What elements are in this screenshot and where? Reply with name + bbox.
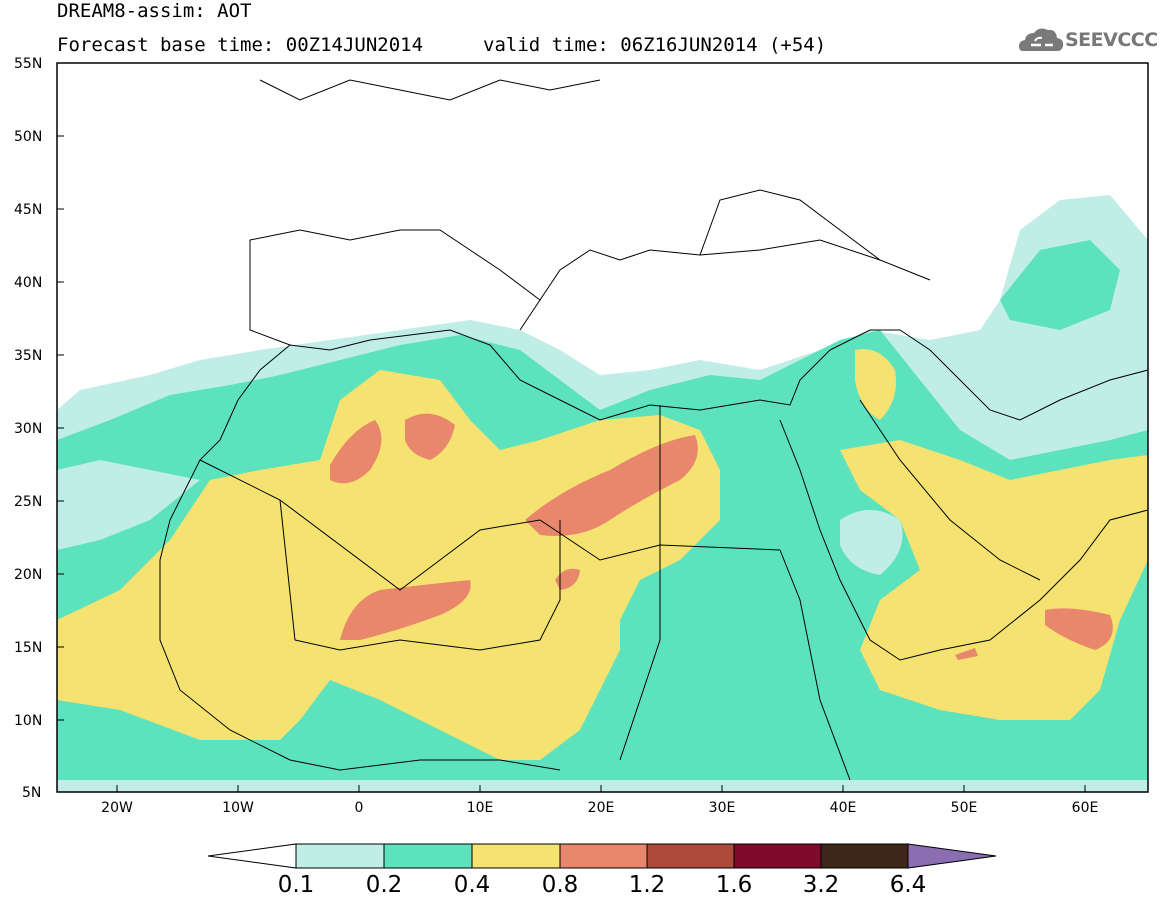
valid-time: valid time: 06Z16JUN2014 (+54)	[483, 34, 827, 56]
colorbar-label: 0.4	[453, 872, 491, 898]
colorbar-swatch	[907, 843, 997, 869]
country-border	[279, 499, 561, 651]
country-border	[619, 405, 661, 761]
lat-label: 40N	[14, 275, 43, 291]
colorbar-label: 1.6	[715, 872, 753, 898]
colorbar-label: 3.2	[802, 872, 840, 898]
aot-contour-0-8	[555, 568, 580, 590]
coastline	[237, 329, 1148, 421]
aot-contour-0-8	[1045, 608, 1113, 650]
coastline	[249, 229, 541, 301]
map-title: DREAM8-assim: AOT	[57, 0, 252, 22]
colorbar-swatch	[646, 843, 735, 869]
aot-contour-0-4	[840, 440, 1148, 720]
country-border	[779, 549, 851, 781]
colorbar-swatch	[383, 843, 473, 869]
aot-contour-0-8	[340, 580, 471, 640]
colorbar-swatch	[207, 843, 297, 869]
coastline	[779, 419, 1148, 661]
lat-label: 25N	[14, 494, 43, 510]
aot-contour-0-8	[405, 413, 455, 460]
lat-label: 35N	[14, 348, 43, 364]
lat-label: 45N	[14, 202, 43, 218]
coastline	[159, 399, 561, 771]
lon-label: 10E	[466, 800, 494, 816]
colorbar-swatch	[733, 843, 822, 869]
colorbar	[207, 843, 997, 869]
lat-label: 15N	[14, 640, 43, 656]
coastline	[259, 79, 601, 101]
lat-label: 10N	[14, 713, 43, 729]
colorbar-swatch	[559, 843, 648, 869]
aot-contour-0-8	[330, 420, 382, 484]
lat-label: 20N	[14, 567, 43, 583]
forecast-base-time: Forecast base time: 00Z14JUN2014	[57, 34, 424, 56]
lat-label: 50N	[14, 129, 43, 145]
country-border	[859, 399, 1041, 581]
colorbar-swatch	[471, 843, 561, 869]
lon-label: 0	[354, 800, 364, 816]
aot-contour-0-8	[955, 648, 978, 660]
cloud-icon	[1019, 28, 1064, 51]
country-border	[199, 459, 781, 591]
aot-contour-0-8	[525, 435, 698, 536]
colorbar-swatch	[820, 843, 909, 869]
lat-label: 5N	[22, 785, 42, 801]
coastline	[519, 239, 931, 331]
lon-label: 50E	[950, 800, 978, 816]
colorbar-label: 6.4	[889, 872, 927, 898]
lon-label: 20W	[101, 800, 133, 816]
colorbar-label: 0.2	[365, 872, 403, 898]
colorbar-label: 1.2	[628, 872, 666, 898]
coastline	[249, 240, 291, 346]
colorbar-label: 0.1	[277, 872, 315, 898]
colorbar-label: 0.8	[541, 872, 579, 898]
lon-label: 20E	[587, 800, 615, 816]
lon-label: 10W	[222, 800, 254, 816]
logo-text: SEEVCCC	[1065, 29, 1158, 51]
aot-contour-0-2	[1000, 240, 1120, 330]
lat-label: 30N	[14, 421, 43, 437]
lon-label: 40E	[829, 800, 857, 816]
lon-label: 60E	[1071, 800, 1099, 816]
colorbar-swatch	[295, 843, 385, 869]
coastline	[699, 189, 881, 261]
lon-label: 30E	[708, 800, 736, 816]
lat-label: 55N	[14, 56, 43, 72]
aot-contour-0-4	[57, 370, 720, 760]
